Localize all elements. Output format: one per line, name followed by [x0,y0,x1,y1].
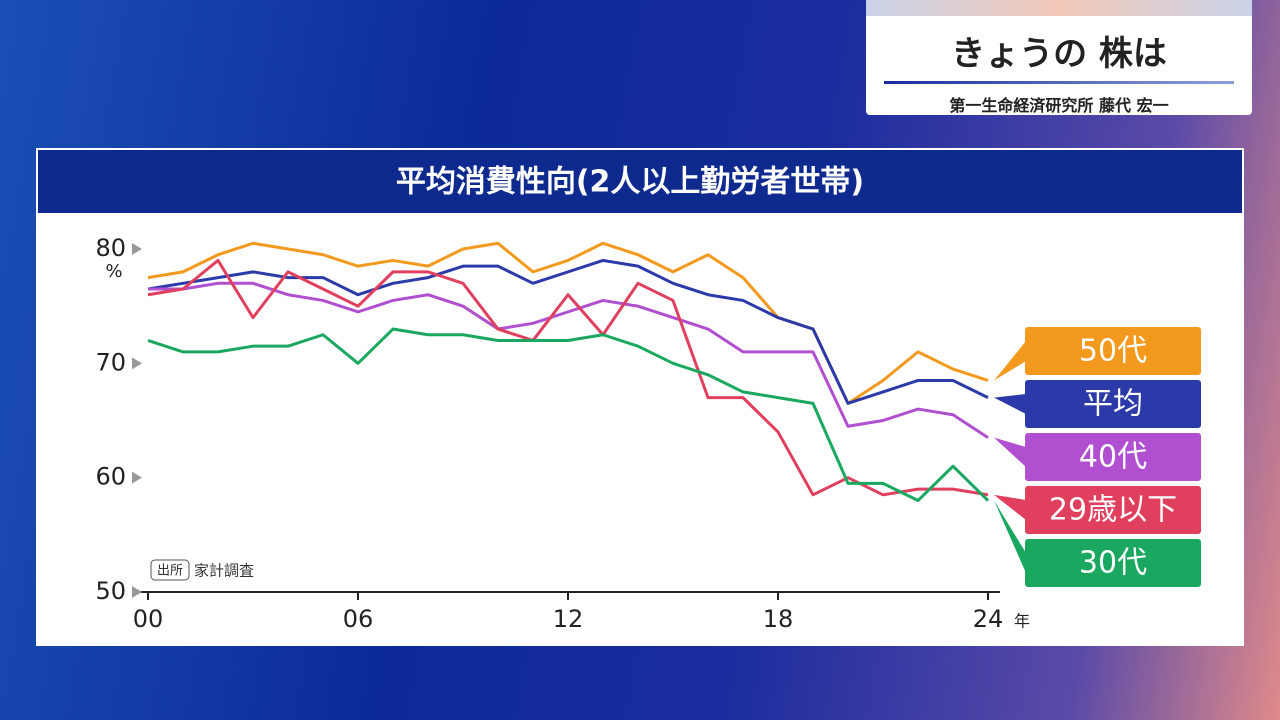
legend-pointer [994,341,1026,381]
source-tag-box [150,559,190,581]
chart-title: 平均消費性向(2人以上勤労者世帯) [396,165,864,200]
y-tick-label: 50 [95,577,126,605]
y-tick-mark [132,586,142,598]
card-bar [866,0,1252,16]
y-tick-label: 80 [95,234,126,262]
legend-box [1025,486,1201,534]
y-tick-mark [132,471,142,484]
program-card: きょうの 株は 第一生命経済研究所 藤代 宏一 [866,0,1252,115]
legend-label: 40代 [1079,440,1147,475]
card-rule [884,81,1234,84]
legend-pointer [994,494,1026,520]
y-tick-label: 60 [95,463,126,491]
legend-label: 30代 [1079,546,1147,581]
speaker: 第一生命経済研究所 藤代 宏一 [949,96,1169,115]
x-tick-label: 00 [133,605,164,633]
legend-label: 平均 [1083,387,1143,422]
x-tick-label: 12 [553,605,584,633]
legend-box [1025,433,1201,481]
legend-pointer [994,437,1026,467]
series-line [148,281,989,439]
program-title: きょうの 株は [951,34,1167,74]
y-tick-mark [132,243,142,255]
y-tick-mark [132,357,142,370]
title-bar [38,150,1242,213]
x-unit: 年 [1014,612,1030,631]
legend-box [1025,327,1201,375]
x-tick-label: 24 [973,605,1004,633]
y-tick-label: 70 [95,348,126,376]
x-tick-label: 06 [343,605,374,633]
y-unit: % [105,261,122,282]
legend-box [1025,380,1201,428]
source: 家計調査 [194,562,254,580]
legend-pointer [994,394,1026,414]
legend-box [1025,539,1201,587]
series-line [147,258,989,497]
legend-label: 29歳以下 [1049,493,1177,528]
source-tag: 出所 [157,564,183,579]
series-line [147,327,990,503]
legend-pointer [994,500,1026,573]
legend-label: 50代 [1079,334,1147,369]
series-line [147,258,989,405]
x-tick-label: 18 [763,605,794,633]
